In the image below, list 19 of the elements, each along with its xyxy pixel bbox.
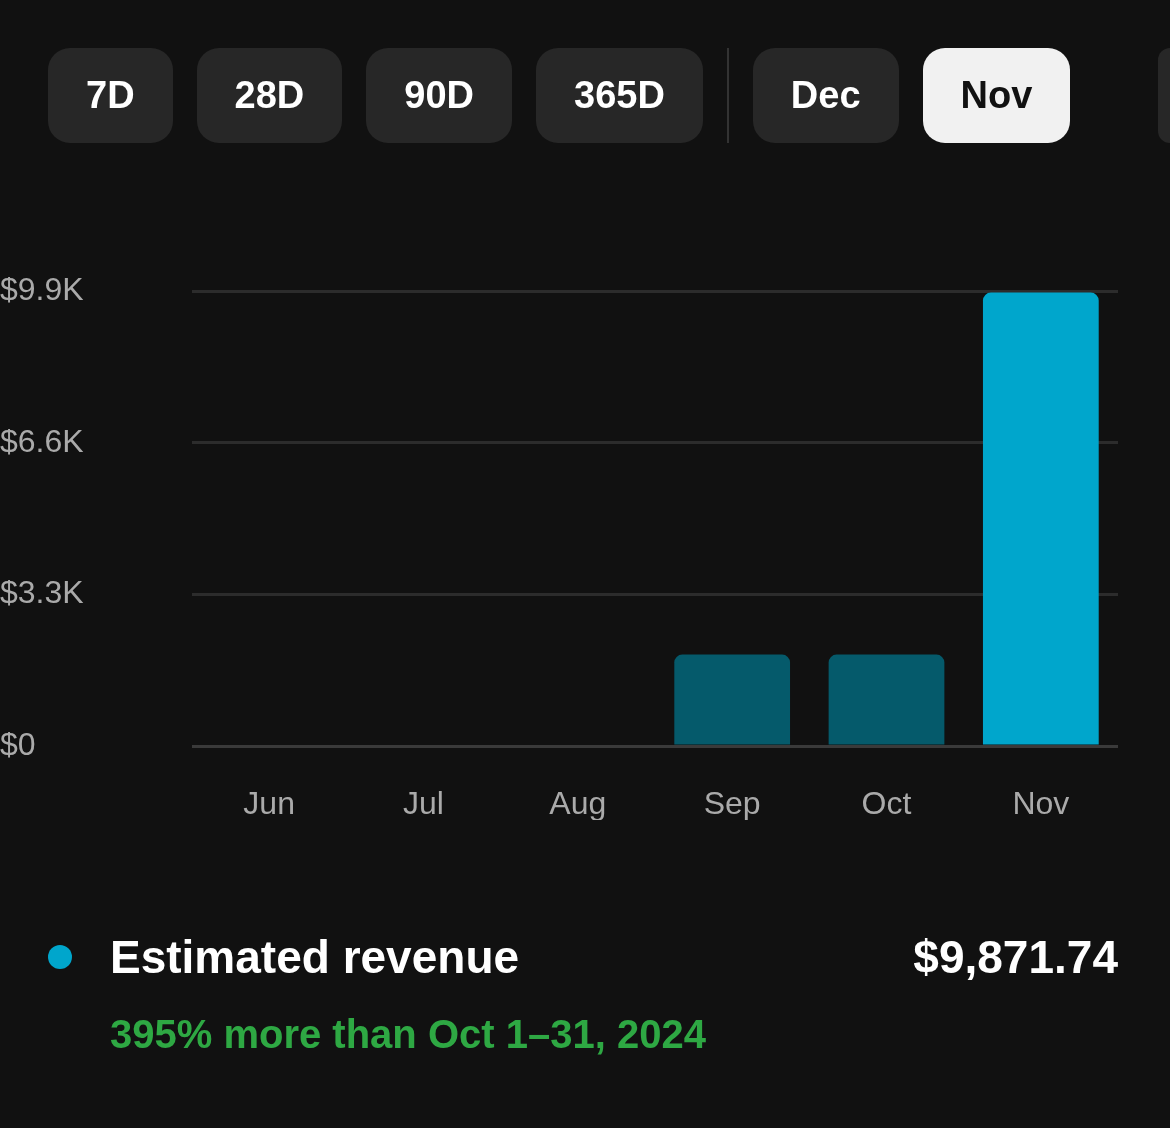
x-tick-label: Nov: [1012, 785, 1070, 822]
text: 28D: [196, 48, 343, 143]
x-tick-label: Aug: [549, 785, 607, 822]
text: 7D: [48, 48, 173, 143]
y-tick-label: $3.3K: [0, 574, 84, 611]
y-tick-label: $0: [0, 725, 36, 762]
x-tick-label: Jul: [403, 785, 444, 822]
text: 365D: [536, 48, 703, 143]
text: 395% more than Oct 1–31, 2024: [110, 1012, 706, 1057]
x-tick-label: Oct: [861, 785, 912, 822]
text: Nov: [922, 48, 1071, 143]
y-tick-label: $6.6K: [0, 422, 84, 459]
x-tick-label: Sep: [703, 785, 761, 822]
legend-label: Estimated revenue: [110, 930, 521, 984]
y-tick-label: $9.9K: [0, 271, 84, 308]
x-tick-label: Jun: [243, 785, 295, 822]
text: 90D: [366, 48, 513, 143]
text: $9,871.74: [913, 930, 1118, 984]
text: Dec: [752, 48, 899, 143]
